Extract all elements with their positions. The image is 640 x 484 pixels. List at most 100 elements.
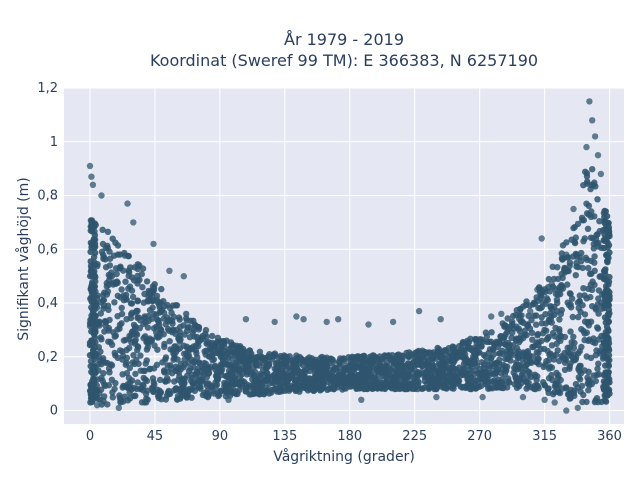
data-point [605,313,612,320]
data-point [585,202,593,209]
data-point [545,389,552,396]
data-point [170,350,177,357]
data-point [548,281,555,288]
data-point [291,386,299,393]
y-tick-label: 1,2 [37,81,58,96]
data-point [521,331,528,338]
data-point [88,394,95,401]
data-point [510,369,517,376]
data-point [517,374,524,382]
data-point [134,297,141,304]
data-point [174,396,181,403]
data-point [410,385,417,392]
data-point [236,381,243,388]
data-point [248,369,256,376]
data-point [223,384,230,391]
data-point [576,254,583,261]
data-point [476,349,483,356]
data-point [122,295,130,302]
data-point [98,336,105,343]
data-point [377,384,384,391]
data-point [376,353,383,360]
data-point [142,360,149,367]
data-point [591,259,598,266]
data-point [354,364,362,371]
data-point [127,379,134,386]
data-point [467,335,474,342]
data-point [150,240,157,248]
y-tick-label: 0,8 [37,189,58,204]
data-point [195,337,202,344]
x-tick-label: 135 [272,429,297,444]
data-point [497,333,504,340]
data-point [312,356,319,363]
data-point [535,361,542,368]
data-point [559,256,566,263]
data-point [600,244,608,252]
data-point [108,269,115,276]
data-point [548,364,556,371]
data-point [564,281,571,288]
chart-title-line2: Koordinat (Sweref 99 TM): E 366383, N 62… [150,51,538,70]
data-point [410,375,417,382]
data-point [348,383,355,390]
data-point [264,386,272,394]
data-point [214,334,222,341]
data-point [533,321,540,328]
data-point [554,308,561,315]
data-point [110,329,117,336]
data-point [153,292,161,300]
data-point [109,394,117,401]
data-point [90,326,97,334]
data-point [538,235,545,242]
data-point [602,282,610,290]
data-point [585,264,592,272]
data-point [183,310,190,318]
data-point [544,335,552,342]
data-point [181,356,188,363]
data-point [191,383,198,391]
data-point [210,341,217,349]
data-point [358,375,366,382]
data-point [125,267,132,274]
data-point [604,375,611,382]
data-point [581,292,588,299]
data-point [428,355,435,363]
data-point [256,390,263,397]
data-point [595,360,602,367]
data-point [588,286,596,293]
data-point [154,392,162,400]
data-point [567,304,575,311]
data-point [591,253,598,260]
data-point [99,226,106,233]
data-point [156,387,163,394]
data-point [250,363,257,370]
data-point [181,331,188,338]
data-point [558,270,565,278]
data-point [426,376,433,384]
data-point [298,355,305,362]
data-point [156,309,163,316]
data-point [88,337,95,344]
data-point [601,304,608,312]
data-point [203,347,210,354]
data-point [347,354,355,362]
data-point [458,370,465,377]
data-point [557,337,564,344]
data-point [596,218,603,225]
data-point [188,394,195,401]
data-point [199,391,207,399]
data-point [172,330,179,338]
data-point [202,364,209,371]
data-point [242,380,249,388]
data-point [140,382,147,389]
data-point [126,283,134,290]
data-point [100,370,107,377]
data-point [601,332,608,340]
data-point [398,384,406,391]
data-point [479,393,486,401]
data-point [444,352,451,359]
data-point [400,368,408,376]
data-point [126,344,133,352]
data-point [487,378,495,385]
